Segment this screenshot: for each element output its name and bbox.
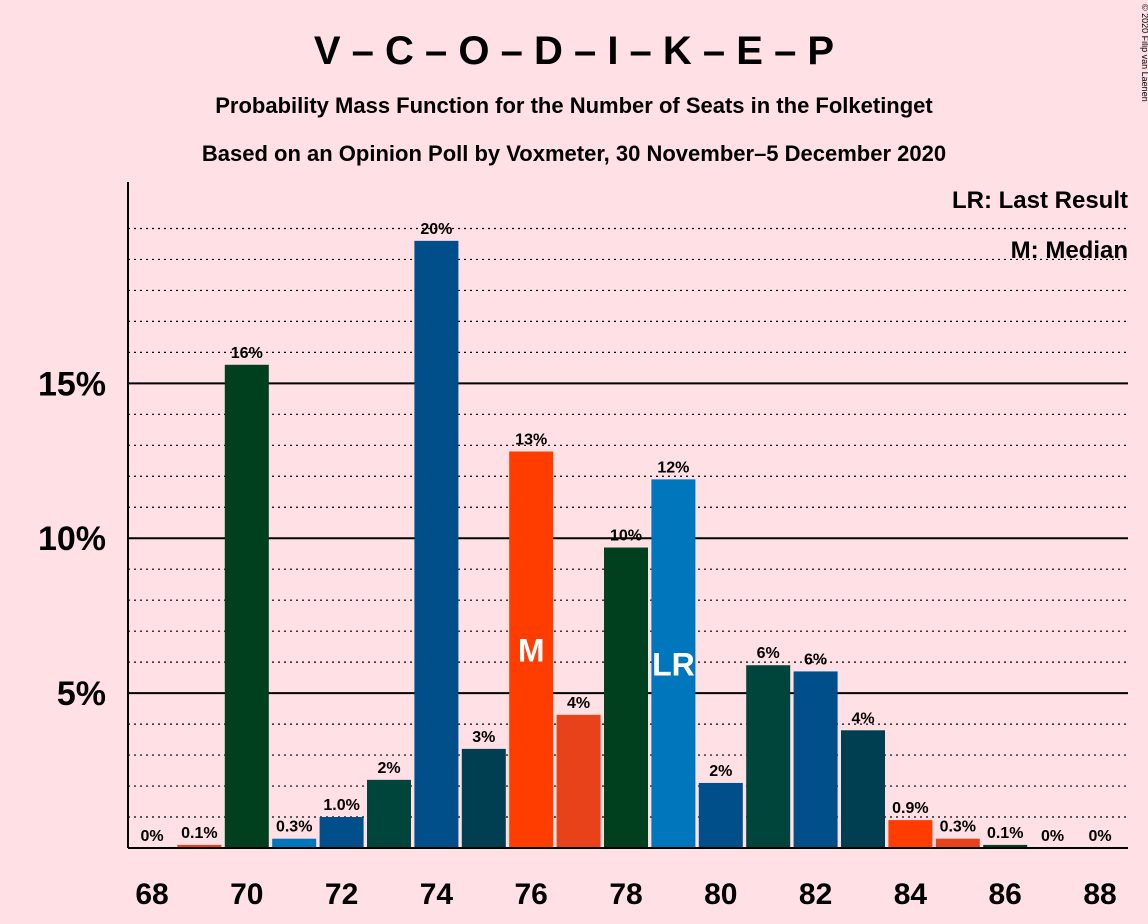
data-label-86: 0.1%	[987, 825, 1023, 842]
bar-82	[793, 671, 838, 848]
x-tick-label: 72	[325, 878, 358, 911]
y-tick-label: 15%	[38, 365, 106, 403]
x-tick-label: 68	[135, 878, 168, 911]
x-tick-label: 82	[799, 878, 832, 911]
y-tick-label: 10%	[38, 520, 106, 558]
bar-76	[509, 451, 554, 848]
x-tick-label: 88	[1083, 878, 1116, 911]
axes-group: 68 70 72 74 76 78 80 82 84 86 88	[127, 182, 1128, 911]
y-tick-label: 5%	[57, 675, 106, 713]
data-label-75: 3%	[472, 729, 495, 746]
bar-80	[698, 782, 743, 848]
x-tick-label: 86	[989, 878, 1022, 911]
data-label-82: 6%	[804, 651, 827, 668]
x-tick-label: 74	[420, 878, 454, 911]
bar-83	[841, 730, 885, 848]
bar-84	[888, 820, 933, 848]
bar-79	[651, 479, 696, 848]
bar-78	[604, 547, 648, 848]
data-label-84: 0.9%	[892, 800, 928, 817]
data-label-87: 0%	[1041, 828, 1064, 845]
data-label-73: 2%	[377, 760, 400, 777]
data-label-69: 0.1%	[181, 825, 217, 842]
data-label-78: 10%	[610, 528, 642, 545]
legend-median: M: Median	[1011, 237, 1128, 264]
chart-subtitle-1: Probability Mass Function for the Number…	[215, 93, 933, 118]
x-tick-label: 76	[515, 878, 548, 911]
data-label-80: 2%	[709, 763, 732, 780]
x-tick-label: 78	[609, 878, 642, 911]
x-tick-label: 80	[704, 878, 737, 911]
data-label-76: 13%	[515, 431, 547, 448]
bar-72	[319, 817, 364, 848]
x-tick-label: 70	[230, 878, 263, 911]
data-label-71: 0.3%	[276, 819, 312, 836]
grid-lines: 5% 10% 15%	[38, 227, 1128, 818]
data-label-85: 0.3%	[940, 819, 976, 836]
bar-71	[272, 838, 317, 848]
chart-subtitle-2: Based on an Opinion Poll by Voxmeter, 30…	[202, 141, 946, 166]
data-label-74: 20%	[420, 221, 452, 238]
bar-75	[461, 748, 506, 848]
data-label-81: 6%	[757, 645, 780, 662]
bar-77	[556, 714, 601, 848]
bar-86	[983, 844, 1028, 848]
bar-marker-m: M	[518, 633, 545, 669]
data-label-68: 0%	[140, 828, 163, 845]
bar-85	[935, 838, 980, 848]
chart-title: V – C – O – D – I – K – E – P	[314, 29, 834, 73]
bar-81	[746, 665, 791, 848]
data-labels-group: 0% 0.1% 16% 0.3% 1.0% 2% 20% 3% 13% M 4% 10% 12% LR 2%…	[140, 221, 1111, 845]
bar-74	[414, 240, 459, 848]
bar-marker-lr: LR	[652, 647, 695, 683]
data-label-79: 12%	[657, 459, 689, 476]
copyright-text: © 2020 Filip van Laenen	[1140, 4, 1148, 102]
legend-last-result: LR: Last Result	[952, 187, 1128, 214]
bars-group	[177, 240, 1028, 848]
data-label-83: 4%	[851, 710, 874, 727]
x-tick-label: 84	[894, 878, 928, 911]
bar-69	[177, 844, 222, 848]
bar-73	[367, 779, 411, 848]
data-label-70: 16%	[231, 345, 263, 362]
data-label-88: 0%	[1088, 828, 1111, 845]
bar-70	[224, 364, 269, 848]
data-label-72: 1.0%	[323, 797, 359, 814]
data-label-77: 4%	[567, 695, 590, 712]
